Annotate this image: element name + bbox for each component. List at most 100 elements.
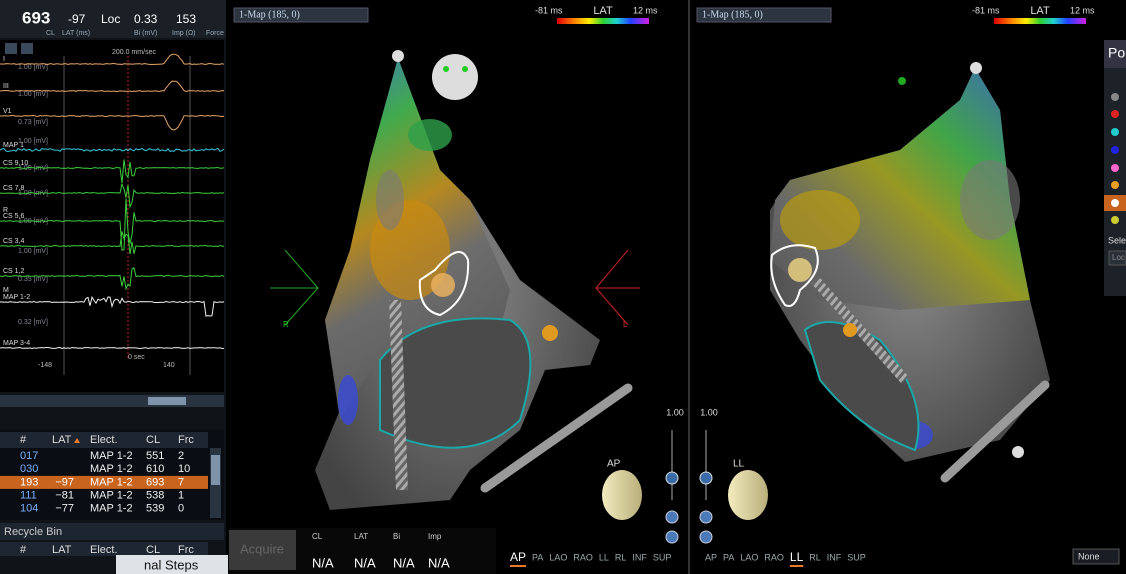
bi-value: 0.33 — [134, 12, 158, 26]
selected-row[interactable] — [0, 475, 208, 489]
view-option[interactable]: LAO — [549, 552, 567, 562]
table-cell[interactable]: −97 — [55, 476, 74, 488]
recycle-bin: Recycle Bin — [4, 526, 62, 538]
view-option[interactable]: LAO — [740, 552, 758, 562]
view-option[interactable]: LL — [599, 552, 609, 562]
tag-cluster — [788, 258, 812, 282]
view-button[interactable] — [699, 530, 713, 544]
table-cell[interactable]: 193 — [20, 476, 38, 488]
table-cell[interactable]: 551 — [146, 450, 164, 462]
table-header — [0, 432, 208, 448]
lat-max: 12 ms — [1070, 5, 1095, 15]
acquire-button[interactable] — [229, 530, 296, 570]
table-cell[interactable]: 7 — [178, 476, 184, 488]
table-cell[interactable]: −81 — [55, 490, 74, 502]
table-cell[interactable]: 539 — [146, 503, 164, 515]
view-option[interactable]: LL — [790, 550, 804, 564]
time-zero: 0 sec — [128, 354, 145, 361]
orientation-icon — [728, 470, 768, 520]
table-cell[interactable]: 030 — [20, 463, 38, 475]
table-cell[interactable]: 0 — [178, 503, 184, 515]
view-option[interactable]: PA — [532, 552, 543, 562]
view-option[interactable]: SUP — [653, 552, 672, 562]
scar-patch — [376, 170, 404, 230]
zoom-knob[interactable] — [665, 471, 679, 485]
reading-value: N/A — [312, 555, 334, 570]
color-swatch[interactable] — [1111, 216, 1119, 224]
loc-field[interactable] — [1108, 250, 1126, 266]
table-scroll-thumb[interactable] — [211, 455, 220, 485]
channel-name: MAP 3-4 — [3, 340, 30, 347]
loc-field-label[interactable]: Loc — [1112, 253, 1125, 262]
channel-name: MAP 1-2 — [3, 294, 30, 301]
tool-button[interactable] — [21, 43, 33, 54]
table-cell[interactable]: 538 — [146, 490, 164, 502]
column-header: CL — [146, 544, 160, 556]
view-option[interactable]: PA — [723, 552, 734, 562]
map-selector[interactable] — [696, 7, 832, 23]
view-button[interactable] — [665, 530, 679, 544]
color-swatch[interactable] — [1111, 110, 1119, 118]
column-header: CL — [146, 434, 160, 446]
landmark — [542, 325, 558, 341]
column-header: # — [20, 544, 27, 556]
view-option[interactable]: RAO — [764, 552, 784, 562]
table-cell[interactable]: 693 — [146, 476, 164, 488]
table-cell[interactable]: 111 — [20, 490, 37, 502]
table-cell[interactable]: MAP 1-2 — [90, 476, 133, 488]
channel-name: CS 5,6 — [3, 213, 25, 220]
ecg-trace — [0, 231, 225, 254]
table-cell[interactable]: 017 — [20, 450, 38, 462]
table-cell[interactable]: MAP 1-2 — [90, 463, 133, 475]
color-swatch[interactable] — [1111, 146, 1119, 154]
dropdown-label[interactable]: None — [1078, 551, 1100, 561]
view-option[interactable]: INF — [632, 552, 647, 562]
landmark — [970, 62, 982, 74]
table-cell[interactable]: MAP 1-2 — [90, 490, 133, 502]
dropdown[interactable] — [1072, 548, 1120, 565]
channel-name: I — [3, 56, 5, 63]
view-option[interactable]: RL — [615, 552, 627, 562]
marker-l: L — [623, 320, 628, 329]
table-cell[interactable]: 610 — [146, 463, 164, 475]
channel-scale: 1.00 [mV] — [18, 64, 48, 71]
color-swatch[interactable] — [1111, 199, 1119, 207]
lat-patch — [338, 375, 358, 425]
side-header — [1104, 40, 1126, 68]
column-header: # — [20, 434, 27, 446]
table-cell[interactable]: 1 — [178, 490, 184, 502]
view-option[interactable]: INF — [827, 552, 842, 562]
tool-button[interactable] — [5, 43, 17, 54]
map-name[interactable]: 1-Map (185, 0) — [239, 9, 300, 20]
table-cell[interactable]: 104 — [20, 503, 38, 515]
view-button[interactable] — [665, 510, 679, 524]
view-option[interactable]: RAO — [573, 552, 593, 562]
table-cell[interactable]: MAP 1-2 — [90, 503, 133, 515]
table-cell[interactable]: 2 — [178, 450, 184, 462]
view-option[interactable]: SUP — [847, 552, 866, 562]
lat-map — [770, 68, 1030, 310]
table-header — [0, 542, 208, 556]
map-name[interactable]: 1-Map (185, 0) — [702, 9, 763, 20]
lat-title: LAT — [1030, 5, 1050, 17]
view-option[interactable]: AP — [510, 550, 526, 564]
color-swatch[interactable] — [1111, 181, 1119, 189]
scroll-thumb[interactable] — [148, 397, 186, 405]
color-swatch[interactable] — [1111, 93, 1119, 101]
color-swatch[interactable] — [1111, 164, 1119, 172]
view-option[interactable]: AP — [705, 552, 717, 562]
color-swatch[interactable] — [1111, 128, 1119, 136]
view-option[interactable]: RL — [809, 552, 821, 562]
view-button[interactable] — [699, 510, 713, 524]
table-cell[interactable]: MAP 1-2 — [90, 450, 133, 462]
zoom-knob[interactable] — [699, 471, 713, 485]
acquire-label[interactable]: Acquire — [240, 541, 284, 556]
table-cell[interactable]: 10 — [178, 463, 190, 475]
scrollbar[interactable] — [0, 395, 224, 407]
map-selector[interactable] — [233, 7, 369, 23]
reading-label: Bi — [393, 532, 400, 541]
imp-value: 153 — [176, 12, 196, 26]
lat-colorbar — [557, 18, 649, 24]
table-cell[interactable]: −77 — [55, 503, 74, 515]
